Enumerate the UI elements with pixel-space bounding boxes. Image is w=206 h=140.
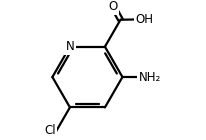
Text: NH₂: NH₂ xyxy=(139,71,161,84)
Text: O: O xyxy=(109,0,118,13)
Text: Cl: Cl xyxy=(45,124,56,137)
Text: N: N xyxy=(66,40,74,53)
Text: OH: OH xyxy=(135,13,153,26)
